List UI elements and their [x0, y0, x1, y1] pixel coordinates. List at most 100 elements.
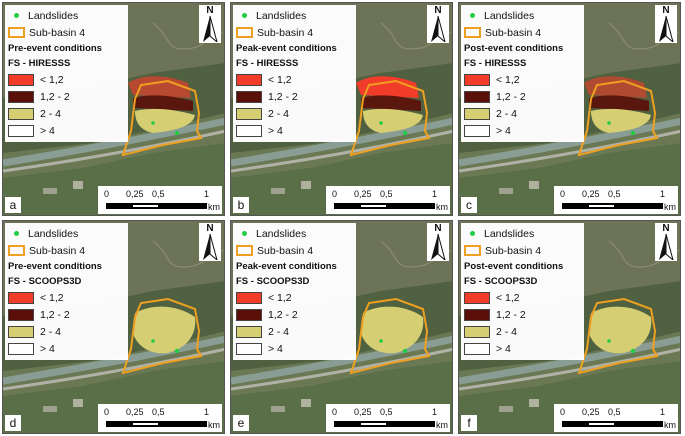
class-swatch-icon: [236, 90, 262, 103]
subbasin-rect-icon: [464, 27, 481, 38]
map-panel-e: Landslides Sub-basin 4 Peak-event condit…: [230, 220, 453, 434]
panel-model: FS - HIRESSS: [236, 57, 299, 69]
panel-letter: b: [233, 197, 249, 213]
legend-subbasin: Sub-basin 4: [236, 24, 353, 41]
panel-model: FS - HIRESSS: [8, 57, 71, 69]
landslide-point: [607, 121, 611, 125]
class-swatch-icon: [236, 73, 262, 86]
map-panel-a: Landslides Sub-basin 4 Pre-event conditi…: [2, 2, 225, 216]
scale-tick-label: 0,25: [354, 189, 372, 199]
legend-landslides: Landslides: [8, 7, 125, 24]
scale-tick-label: 0,5: [608, 407, 621, 417]
legend-class: 2 - 4: [464, 105, 581, 122]
legend-class: 2 - 4: [8, 105, 125, 122]
legend-class: > 4: [236, 122, 353, 139]
legend-class: 1,2 - 2: [236, 306, 353, 323]
map-panel-d: Landslides Sub-basin 4 Pre-event conditi…: [2, 220, 225, 434]
panel-model: FS - SCOOPS3D: [8, 275, 82, 287]
scale-tick-label: 0: [104, 407, 110, 417]
north-arrow-icon: [203, 16, 218, 42]
north-arrow-icon: [659, 234, 674, 260]
class-swatch-icon: [8, 325, 34, 338]
north-arrow-icon: [203, 234, 218, 260]
scale-tick-label: 1: [660, 189, 666, 199]
panel-model: FS - SCOOPS3D: [236, 275, 310, 287]
legend-landslides: Landslides: [236, 7, 353, 24]
scale-tick-label: 1: [204, 189, 210, 199]
class-swatch-icon: [464, 342, 490, 355]
fs-class-stable-area: [135, 108, 195, 133]
subbasin-outline: [577, 79, 659, 157]
subbasin-outline: [349, 297, 431, 375]
scale-tick-label: 0,25: [126, 407, 144, 417]
north-arrow-icon: [431, 234, 446, 260]
scale-unit-label: km: [208, 420, 220, 430]
scale-unit-label: km: [208, 202, 220, 212]
class-swatch-icon: [464, 308, 490, 321]
fs-class-stable-area: [363, 108, 423, 133]
legend-class: > 4: [8, 340, 125, 357]
class-swatch-icon: [464, 325, 490, 338]
scale-tick-label: 0: [332, 407, 338, 417]
panel-condition: Peak-event conditions: [236, 260, 337, 272]
map-panel-f: Landslides Sub-basin 4 Post-event condit…: [458, 220, 681, 434]
class-swatch-icon: [8, 73, 34, 86]
landslide-point: [402, 348, 408, 354]
north-arrow: N: [655, 223, 677, 261]
landslide-point: [174, 348, 180, 354]
fs-class-stable-area: [591, 108, 651, 133]
legend-class: < 1,2: [236, 71, 353, 88]
class-swatch-icon: [8, 342, 34, 355]
legend-landslides: Landslides: [8, 225, 125, 242]
fs-class-moderate-risk-area: [589, 95, 649, 111]
landslide-point: [151, 339, 155, 343]
scale-tick-label: 1: [660, 407, 666, 417]
landslide-point: [379, 339, 383, 343]
panel-letter: c: [461, 197, 477, 213]
landslide-dot-icon: [242, 231, 247, 236]
subbasin-rect-icon: [464, 245, 481, 256]
class-swatch-icon: [464, 73, 490, 86]
north-arrow-icon: [659, 16, 674, 42]
landslide-point: [151, 121, 155, 125]
panel-condition: Pre-event conditions: [8, 260, 102, 272]
map-legend: Landslides Sub-basin 4 Pre-event conditi…: [5, 5, 128, 142]
panel-model: FS - HIRESSS: [464, 57, 527, 69]
legend-class: 1,2 - 2: [8, 88, 125, 105]
landslide-point: [402, 130, 408, 136]
legend-class: 1,2 - 2: [464, 88, 581, 105]
panel-letter: e: [233, 415, 249, 431]
legend-class: 2 - 4: [464, 323, 581, 340]
legend-landslides: Landslides: [464, 7, 581, 24]
class-swatch-icon: [8, 124, 34, 137]
legend-class: 2 - 4: [8, 323, 125, 340]
legend-class: 1,2 - 2: [236, 88, 353, 105]
scale-bar: 0 0,25 0,5 1 km: [98, 186, 222, 214]
class-swatch-icon: [236, 308, 262, 321]
subbasin-rect-icon: [8, 27, 25, 38]
legend-class: < 1,2: [8, 289, 125, 306]
fs-class-high-risk-area: [356, 76, 419, 98]
class-swatch-icon: [8, 291, 34, 304]
landslide-point: [174, 130, 180, 136]
subbasin-rect-icon: [8, 245, 25, 256]
fs-class-stable-area: [361, 306, 424, 354]
fs-class-high-risk-area: [584, 76, 647, 98]
legend-class: 1,2 - 2: [8, 306, 125, 323]
landslide-dot-icon: [470, 13, 475, 18]
class-swatch-icon: [8, 107, 34, 120]
scale-bar: 0 0,25 0,5 1 km: [326, 404, 450, 432]
class-swatch-icon: [8, 308, 34, 321]
panel-letter: a: [5, 197, 21, 213]
panel-model: FS - SCOOPS3D: [464, 275, 538, 287]
subbasin-outline: [349, 79, 431, 157]
class-swatch-icon: [464, 107, 490, 120]
scale-tick-label: 0,5: [380, 407, 393, 417]
fs-class-stable-area: [589, 306, 652, 354]
panel-condition: Peak-event conditions: [236, 42, 337, 54]
landslide-dot-icon: [242, 13, 247, 18]
legend-subbasin: Sub-basin 4: [464, 24, 581, 41]
class-swatch-icon: [236, 124, 262, 137]
panel-condition: Post-event conditions: [464, 42, 564, 54]
north-arrow: N: [199, 223, 221, 261]
